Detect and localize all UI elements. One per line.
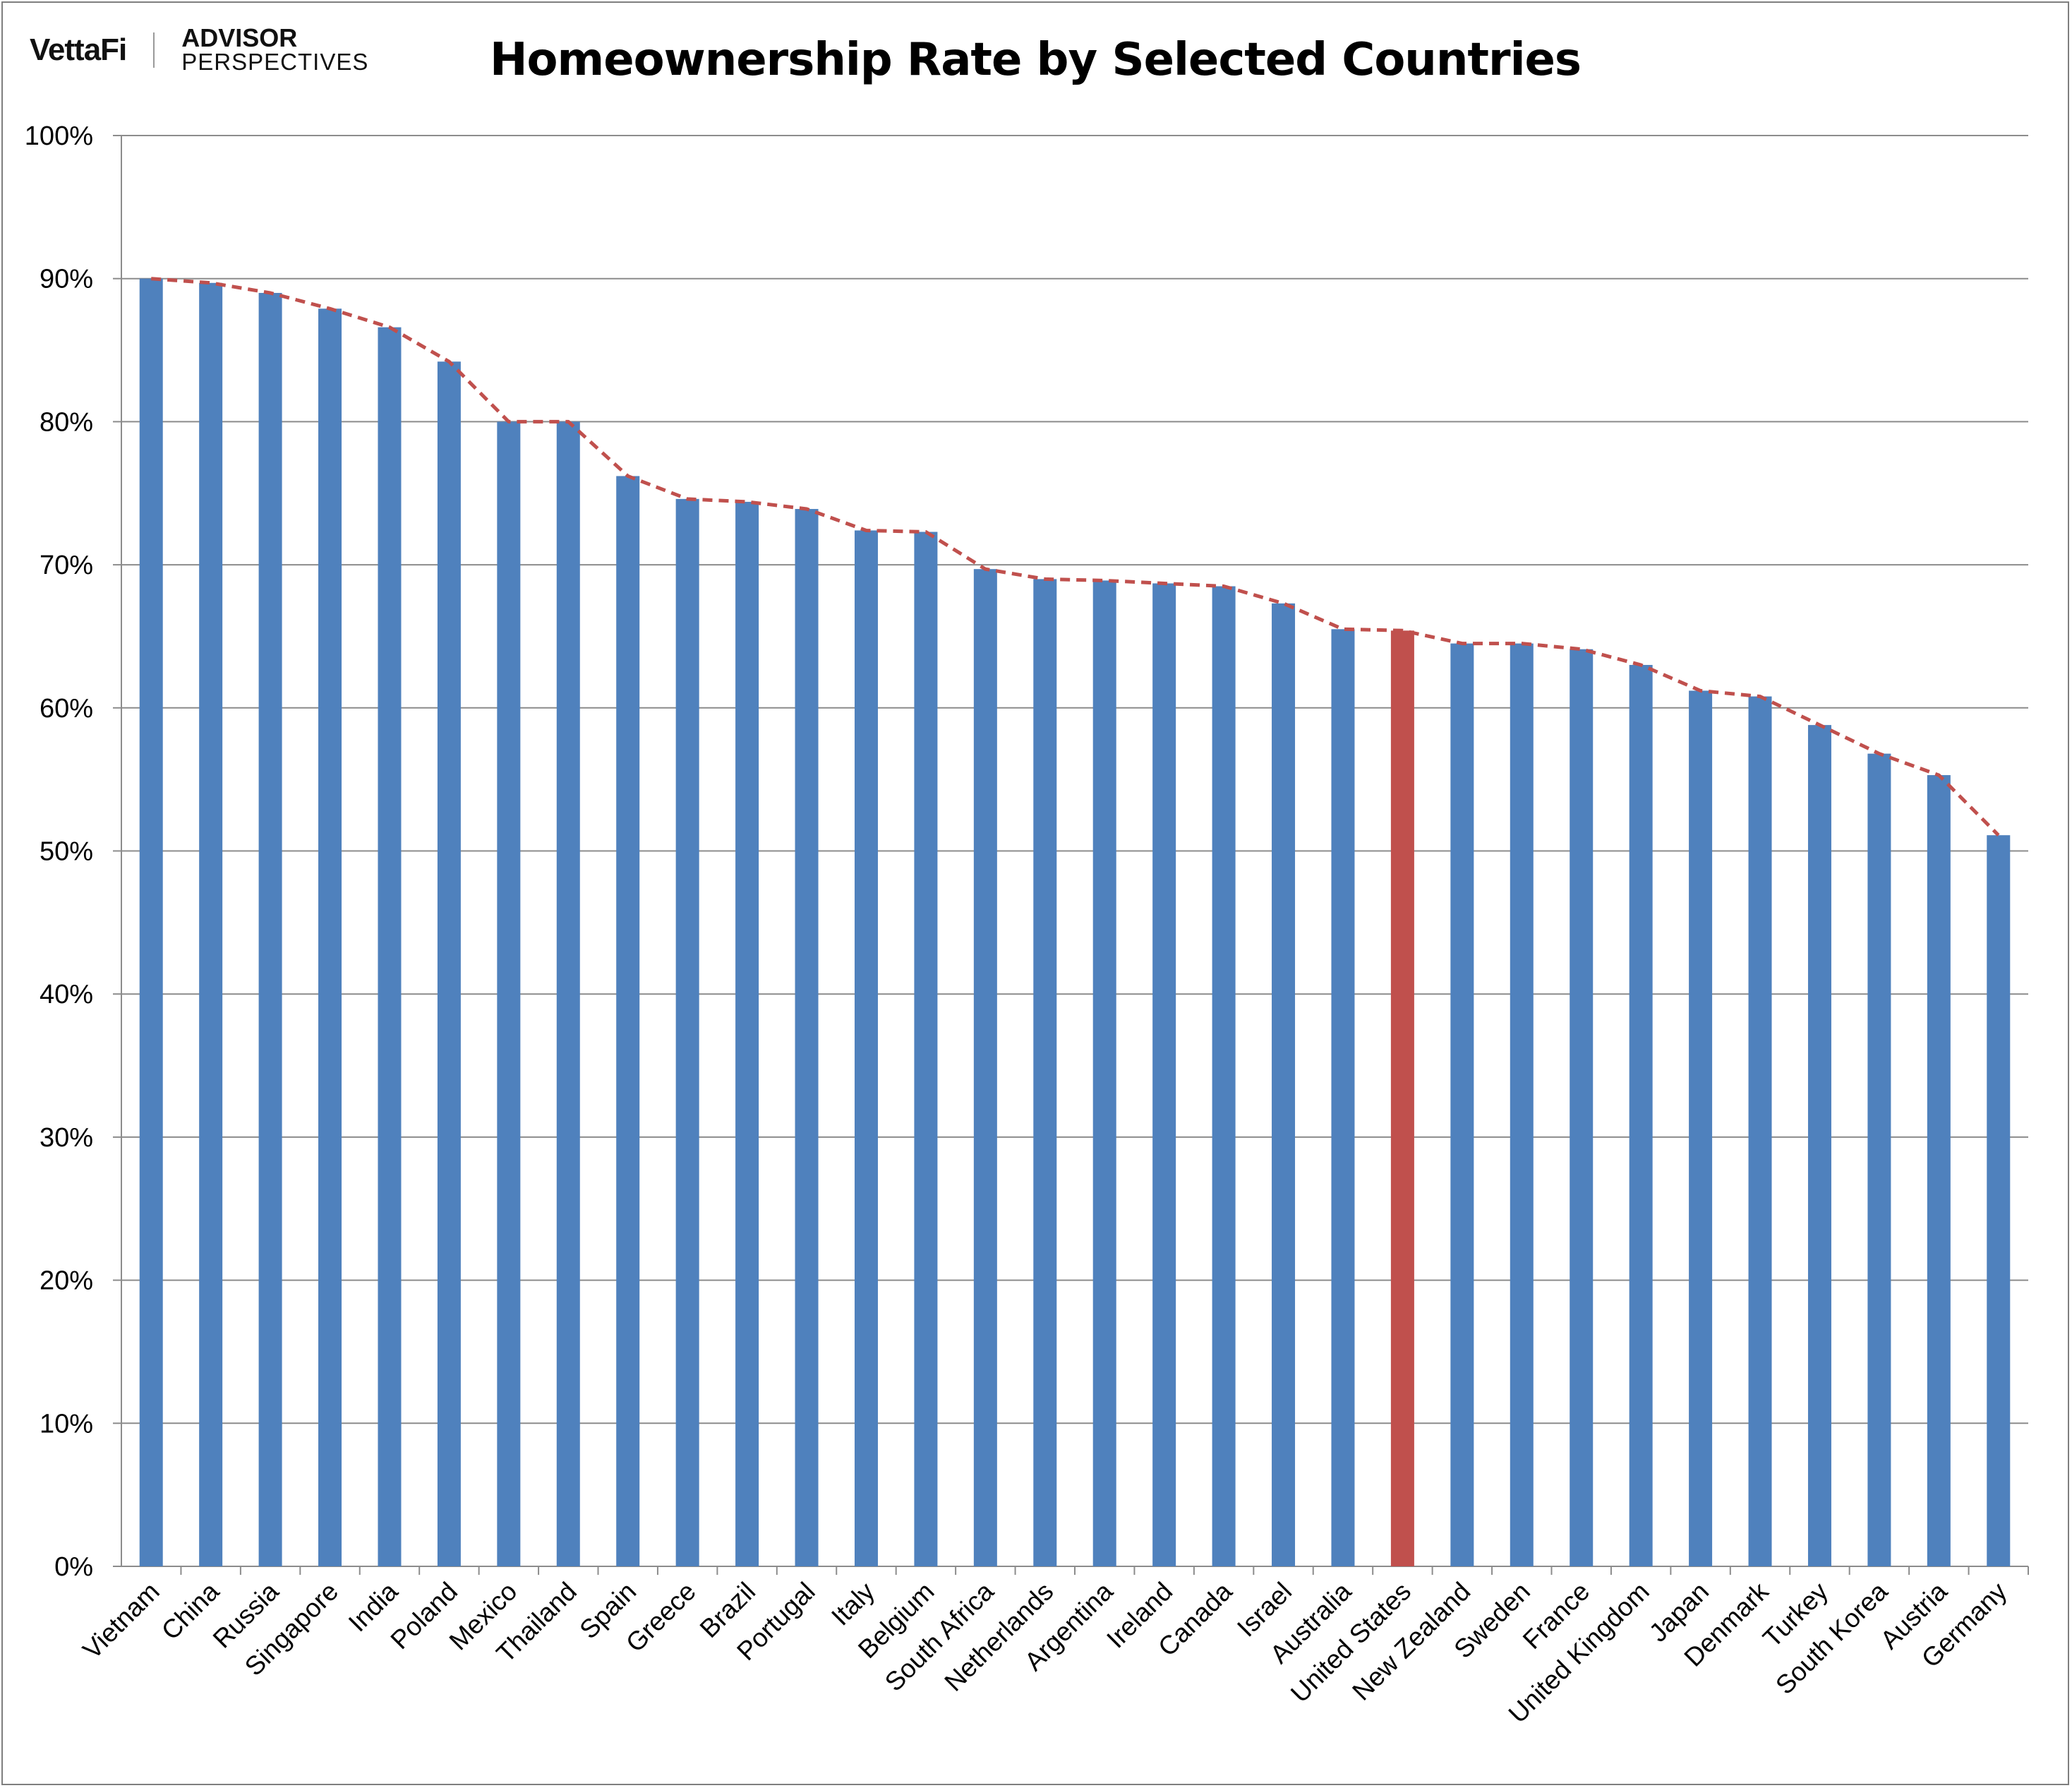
bar: [497, 421, 521, 1566]
y-tick-label: 0%: [54, 1552, 93, 1582]
bar: [1272, 603, 1296, 1566]
bar: [437, 361, 461, 1566]
bar: [258, 292, 282, 1567]
gridlines: [121, 135, 2028, 1424]
y-tick-label: 10%: [40, 1409, 93, 1439]
bars: [139, 278, 2011, 1567]
bar: [1212, 586, 1236, 1566]
bar: [1927, 775, 1951, 1566]
bar: [1867, 753, 1891, 1566]
bar: [914, 532, 938, 1566]
bar: [1689, 690, 1713, 1566]
chart-title: Homeownership Rate by Selected Countries: [489, 34, 1582, 86]
bar: [1092, 580, 1116, 1566]
y-tick-label: 30%: [40, 1123, 93, 1153]
bar: [973, 569, 997, 1566]
bar: [675, 498, 699, 1567]
bar: [1570, 649, 1594, 1566]
vettafi-logo-text: VettaFi: [30, 32, 127, 67]
bar: [616, 476, 640, 1566]
bar: [1152, 583, 1176, 1567]
y-tick-label: 80%: [40, 407, 93, 437]
trend-line: [151, 277, 2000, 836]
y-tick-label: 100%: [25, 121, 93, 151]
bar: [139, 278, 163, 1567]
bar: [735, 501, 759, 1566]
bar: [1331, 629, 1355, 1567]
bar: [1629, 664, 1653, 1566]
advisor-logo-text: ADVISOR: [181, 23, 298, 52]
bar: [1987, 835, 2011, 1566]
bar: [199, 282, 223, 1566]
bar: [854, 530, 878, 1566]
y-tick-label: 60%: [40, 694, 93, 724]
y-axis-ticks: 0% 10% 20% 30% 40% 50% 60% 70% 80% 90% 100%: [25, 121, 93, 1582]
y-tick-label: 40%: [40, 980, 93, 1009]
trend-line-layer: [151, 277, 2000, 836]
x-axis-ticks: VietnamChinaRussiaSingaporeIndiaPolandMe…: [77, 1576, 2012, 1729]
bar: [1033, 579, 1057, 1566]
bar: [1748, 696, 1772, 1566]
advisor-perspectives-logo: ADVISOR PERSPECTIVES: [181, 23, 369, 75]
bar: [1510, 643, 1534, 1567]
logo-divider: [153, 32, 155, 68]
x-tick-label: Vietnam: [77, 1577, 165, 1665]
bar: [1807, 725, 1831, 1566]
y-tick-label: 50%: [40, 837, 93, 867]
bar: [318, 308, 342, 1567]
brand-logo: VettaFi ADVISOR PERSPECTIVES: [30, 25, 368, 75]
y-tick-label: 20%: [40, 1266, 93, 1296]
bar-highlight-united-states: [1390, 630, 1414, 1566]
bar: [378, 327, 402, 1566]
bar: [795, 509, 819, 1566]
y-tick-label: 70%: [40, 551, 93, 580]
bar: [1450, 643, 1474, 1567]
bar: [556, 421, 580, 1566]
perspectives-logo-text: PERSPECTIVES: [181, 49, 369, 75]
y-tick-label: 90%: [40, 265, 93, 294]
